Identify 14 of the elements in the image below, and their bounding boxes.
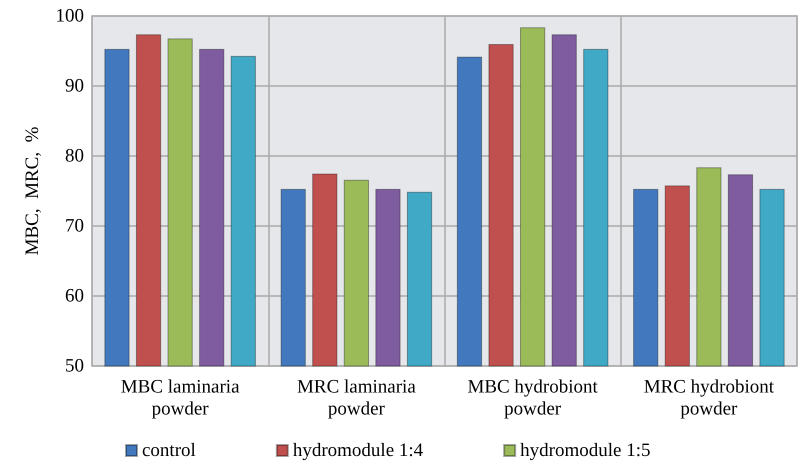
- y-tick-label: 90: [65, 76, 84, 96]
- y-tick-label: 80: [65, 146, 84, 166]
- x-tick-label: MBC laminaria powder: [120, 376, 240, 420]
- legend-label: control: [142, 440, 196, 461]
- y-tick-label: 60: [65, 286, 84, 306]
- y-axis-title: MBC, MRC, %: [22, 126, 43, 256]
- x-tick-label: MRC laminaria powder: [297, 376, 416, 420]
- x-tick-label: MRC hydrobiont powder: [644, 376, 775, 420]
- y-tick-label: 50: [65, 356, 84, 376]
- y-tick-label: 70: [65, 216, 84, 236]
- legend-label: hydromodule 1:5: [520, 440, 651, 461]
- legend-label: hydromodule 1:4: [292, 440, 424, 461]
- x-tick-label: MBC hydrobiont powder: [467, 376, 599, 420]
- y-tick-label: 100: [56, 6, 84, 26]
